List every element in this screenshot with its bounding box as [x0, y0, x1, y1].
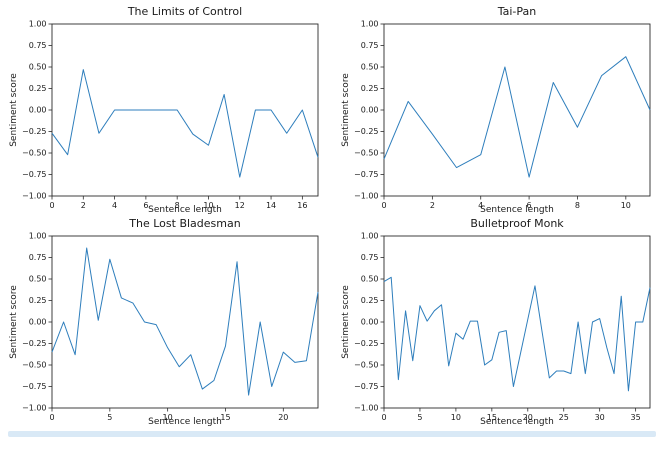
- svg-text:4: 4: [478, 201, 483, 210]
- svg-text:12: 12: [235, 201, 245, 210]
- svg-text:0.75: 0.75: [29, 253, 47, 262]
- line-plot: 1.00 0.75 0.50 0.25 0.00 −0.25 −0.50 −0.75 −1.00…: [354, 232, 651, 422]
- x-axis-label: Sentence length: [148, 205, 222, 215]
- svg-text:16: 16: [297, 201, 307, 210]
- chart-title: Bulletproof Monk: [470, 217, 564, 230]
- x-axis-label: Sentence length: [480, 417, 554, 427]
- subplot-tai-pan: Tai-Pan Sentiment score 1.00 0.75 0.50 0.25…: [332, 0, 664, 220]
- svg-text:0: 0: [49, 201, 54, 210]
- svg-text:0.75: 0.75: [361, 253, 379, 262]
- svg-text:20: 20: [278, 413, 288, 422]
- subplot-bulletproof-monk: Bulletproof Monk Sentiment score 1.00 0.7…: [332, 212, 664, 432]
- line-plot: 1.00 0.75 0.50 0.25 0.00 −0.25 −0.50 −0.75 −1.00…: [354, 20, 651, 210]
- svg-text:0.25: 0.25: [29, 296, 47, 305]
- svg-text:5: 5: [107, 413, 112, 422]
- svg-text:30: 30: [595, 413, 605, 422]
- svg-text:15: 15: [220, 413, 230, 422]
- svg-text:10: 10: [621, 201, 631, 210]
- svg-text:25: 25: [559, 413, 569, 422]
- svg-text:0.25: 0.25: [29, 84, 47, 93]
- svg-text:0: 0: [381, 413, 386, 422]
- svg-text:0.50: 0.50: [29, 275, 47, 284]
- svg-text:1.00: 1.00: [361, 20, 379, 29]
- svg-text:−0.50: −0.50: [354, 361, 379, 370]
- svg-text:0.75: 0.75: [29, 41, 47, 50]
- svg-text:0.50: 0.50: [361, 63, 379, 72]
- svg-text:−0.25: −0.25: [354, 127, 379, 136]
- svg-text:20: 20: [523, 413, 533, 422]
- svg-text:8: 8: [175, 201, 180, 210]
- svg-text:0.25: 0.25: [361, 296, 379, 305]
- svg-text:0.25: 0.25: [361, 84, 379, 93]
- svg-text:−0.25: −0.25: [22, 339, 47, 348]
- subplot-the-limits-of-control: The Limits of Control Sentiment score 1.…: [0, 0, 332, 220]
- svg-text:8: 8: [575, 201, 580, 210]
- line-plot: 1.00 0.75 0.50 0.25 0.00 −0.25 −0.50 −0.75 −1.00…: [22, 232, 319, 422]
- svg-text:0.50: 0.50: [29, 63, 47, 72]
- svg-text:−0.75: −0.75: [22, 382, 47, 391]
- svg-text:−1.00: −1.00: [22, 404, 47, 413]
- x-axis-label: Sentence length: [148, 417, 222, 427]
- svg-text:−0.25: −0.25: [354, 339, 379, 348]
- svg-text:6: 6: [143, 201, 148, 210]
- svg-text:10: 10: [163, 413, 173, 422]
- chart-title: The Limits of Control: [127, 5, 243, 18]
- line-plot: 1.00 0.75 0.50 0.25 0.00 −0.25 −0.50 −0.75 −1.00…: [22, 20, 319, 210]
- svg-text:−0.75: −0.75: [354, 382, 379, 391]
- svg-text:−1.00: −1.00: [354, 192, 379, 201]
- svg-text:−0.50: −0.50: [354, 149, 379, 158]
- svg-text:0.00: 0.00: [29, 318, 47, 327]
- svg-text:5: 5: [417, 413, 422, 422]
- chart-title: Tai-Pan: [497, 5, 537, 18]
- svg-text:35: 35: [631, 413, 641, 422]
- svg-text:0.00: 0.00: [361, 106, 379, 115]
- x-axis-label: Sentence length: [480, 205, 554, 215]
- svg-text:10: 10: [451, 413, 461, 422]
- svg-text:−0.50: −0.50: [22, 149, 47, 158]
- svg-text:2: 2: [430, 201, 435, 210]
- svg-text:15: 15: [487, 413, 497, 422]
- svg-text:0.00: 0.00: [29, 106, 47, 115]
- horizontal-rule: [8, 431, 656, 437]
- svg-text:10: 10: [203, 201, 213, 210]
- svg-text:2: 2: [81, 201, 86, 210]
- svg-text:0: 0: [381, 201, 386, 210]
- subplot-the-lost-bladesman: The Lost Bladesman Sentiment score 1.00 0…: [0, 212, 332, 432]
- svg-text:0.75: 0.75: [361, 41, 379, 50]
- svg-text:4: 4: [112, 201, 117, 210]
- svg-text:−1.00: −1.00: [354, 404, 379, 413]
- svg-text:1.00: 1.00: [29, 232, 47, 241]
- svg-text:14: 14: [266, 201, 276, 210]
- svg-text:−1.00: −1.00: [22, 192, 47, 201]
- svg-text:−0.50: −0.50: [22, 361, 47, 370]
- svg-text:1.00: 1.00: [361, 232, 379, 241]
- svg-text:−0.75: −0.75: [22, 170, 47, 179]
- svg-text:0.00: 0.00: [361, 318, 379, 327]
- chart-title: The Lost Bladesman: [129, 217, 241, 230]
- svg-text:6: 6: [527, 201, 532, 210]
- svg-text:0.50: 0.50: [361, 275, 379, 284]
- svg-text:−0.75: −0.75: [354, 170, 379, 179]
- svg-text:1.00: 1.00: [29, 20, 47, 29]
- svg-text:−0.25: −0.25: [22, 127, 47, 136]
- svg-text:0: 0: [49, 413, 54, 422]
